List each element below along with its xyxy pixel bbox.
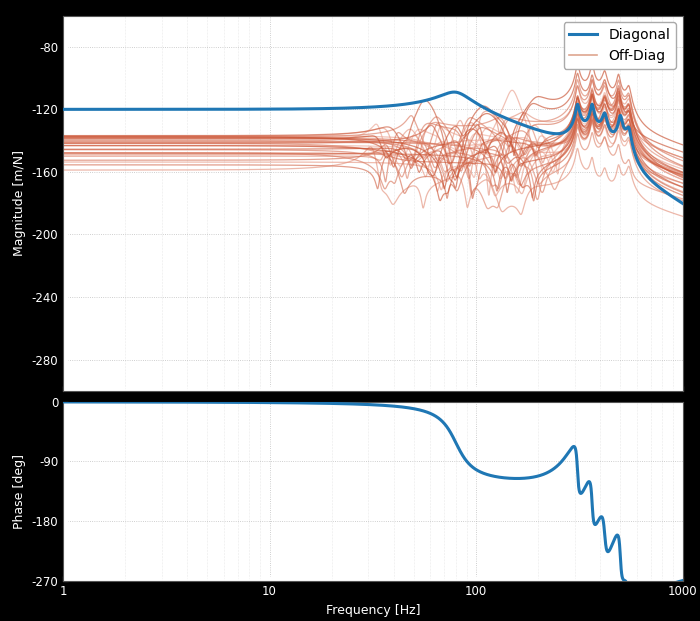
Y-axis label: Magnitude [m/N]: Magnitude [m/N] bbox=[13, 150, 26, 256]
X-axis label: Frequency [Hz]: Frequency [Hz] bbox=[326, 604, 420, 617]
Y-axis label: Phase [deg]: Phase [deg] bbox=[13, 454, 26, 528]
Legend: Diagonal, Off-Diag: Diagonal, Off-Diag bbox=[564, 22, 676, 68]
